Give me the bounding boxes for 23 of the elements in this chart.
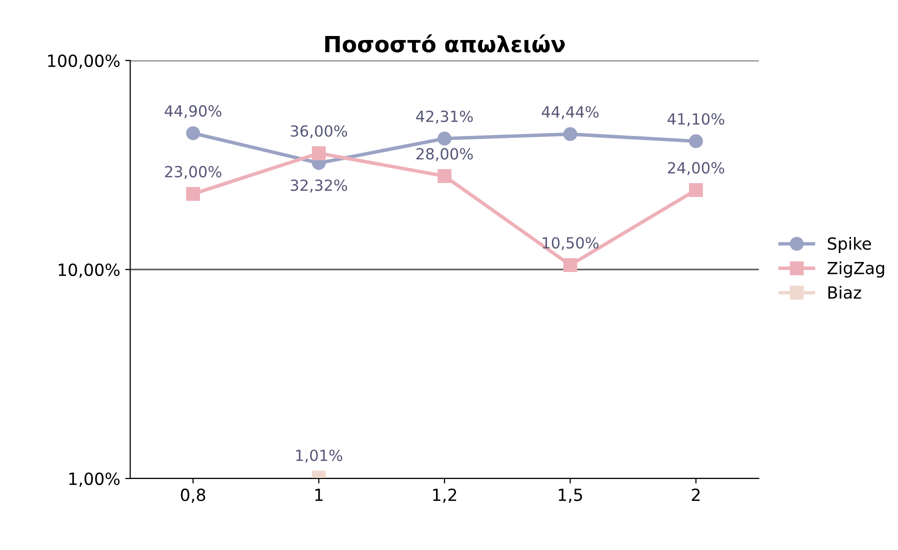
data-label: 1,01%	[296, 450, 342, 463]
legend-label: Spike	[828, 236, 871, 254]
data-label: 44,44%	[542, 106, 599, 120]
y-tick-label: 1,00%	[69, 472, 120, 487]
y-tick-label: 100,00%	[48, 54, 120, 69]
legend-label: Biaz	[828, 286, 862, 299]
x-tick-label: 2	[692, 488, 700, 501]
data-label: 32,32%	[290, 179, 348, 193]
x-tick-label: 0,8	[180, 488, 206, 503]
x-tick-label: 1,2	[433, 488, 456, 503]
data-label: 42,31%	[416, 110, 473, 124]
data-label: 41,10%	[668, 113, 724, 126]
x-tick-label: 1,5	[558, 488, 582, 503]
data-label: 36,00%	[290, 125, 348, 138]
data-label: 23,00%	[165, 166, 222, 180]
legend-label: ZigZag	[828, 261, 884, 278]
data-label: 10,50%	[542, 237, 599, 250]
data-label: 44,90%	[164, 105, 222, 118]
data-label: 24,00%	[668, 162, 724, 176]
chart-title: Ποσοστό απωλειών	[325, 34, 565, 53]
data-label: 28,00%	[416, 148, 473, 162]
y-tick-label: 10,00%	[58, 263, 120, 278]
x-tick-label: 1	[315, 488, 323, 501]
